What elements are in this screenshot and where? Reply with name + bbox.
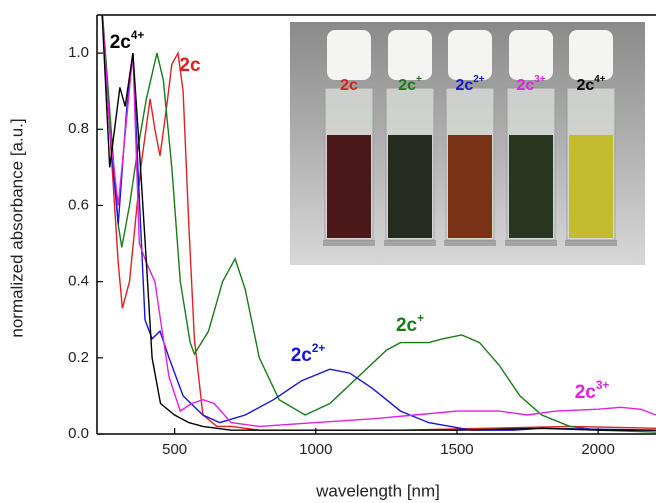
series-label: 2c3+ xyxy=(575,379,610,403)
x-tick-label: 1000 xyxy=(299,441,332,458)
vial-shadow xyxy=(505,240,557,246)
series-label-name: 2c xyxy=(291,345,313,366)
vial-cap xyxy=(327,30,371,80)
series-label-superscript: 3+ xyxy=(596,379,610,392)
vial-liquid xyxy=(388,135,432,238)
photo-inset xyxy=(290,22,645,265)
series-label-name: 2c xyxy=(396,315,418,336)
y-tick-label: 1.0 xyxy=(68,44,89,61)
vial-cap xyxy=(509,30,553,80)
series-label-name: 2c xyxy=(179,55,201,76)
series-label: 2c xyxy=(179,55,201,76)
vial-label-name: 2c xyxy=(340,77,358,94)
vial-liquid xyxy=(569,135,613,238)
x-tick-label: 1500 xyxy=(440,441,473,458)
chart: normalized absorbance [a.u.] wavelength … xyxy=(0,0,656,503)
y-axis-label: normalized absorbance [a.u.] xyxy=(7,118,26,337)
series-label: 2c4+ xyxy=(110,29,145,53)
y-tick-label: 0.2 xyxy=(68,349,89,366)
vial-label-name: 2c xyxy=(576,77,594,94)
vial-shadow xyxy=(323,240,375,246)
series-label-name: 2c xyxy=(575,382,597,403)
vial-label-name: 2c xyxy=(516,77,534,94)
series-label-superscript: + xyxy=(417,312,424,325)
y-tick-label: 0.0 xyxy=(68,425,89,442)
y-tick-label: 0.8 xyxy=(68,120,89,137)
vial-label-name: 2c xyxy=(455,77,473,94)
vial-cap xyxy=(388,30,432,80)
series-label: 2c+ xyxy=(396,312,424,336)
vial-label: 2c xyxy=(340,77,358,94)
vial-label-superscript: 3+ xyxy=(534,74,546,85)
vial-shadow xyxy=(444,240,496,246)
vial-liquid xyxy=(327,135,371,238)
vial-liquid xyxy=(509,135,553,238)
series-label-name: 2c xyxy=(110,32,132,53)
series-label-superscript: 4+ xyxy=(131,29,145,42)
y-tick-label: 0.6 xyxy=(68,196,89,213)
y-tick-label: 0.4 xyxy=(68,273,89,290)
x-tick-label: 2000 xyxy=(581,441,614,458)
vial-shadow xyxy=(384,240,436,246)
x-tick-label: 500 xyxy=(162,441,187,458)
vial-cap xyxy=(448,30,492,80)
series-label: 2c2+ xyxy=(291,342,326,366)
series-label-superscript: 2+ xyxy=(312,342,326,355)
vial-label-superscript: 4+ xyxy=(594,74,606,85)
x-axis-label: wavelength [nm] xyxy=(315,481,440,500)
vial-label-superscript: + xyxy=(416,74,422,85)
vial-cap xyxy=(569,30,613,80)
vial-shadow xyxy=(565,240,617,246)
vial-liquid xyxy=(448,135,492,238)
vial-label-superscript: 2+ xyxy=(473,74,485,85)
vial-label-name: 2c xyxy=(398,77,416,94)
